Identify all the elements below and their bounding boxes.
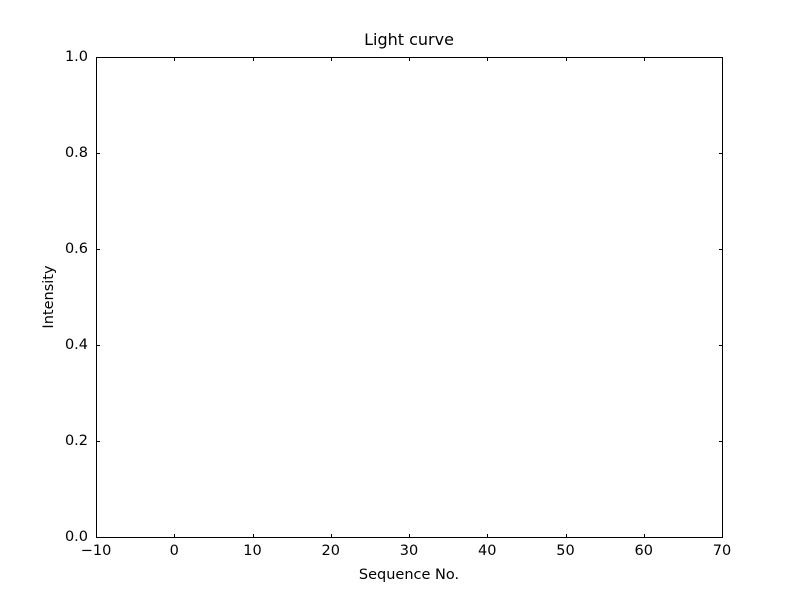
x-tick-mark-top bbox=[722, 57, 723, 61]
x-tick-label: 10 bbox=[243, 543, 262, 559]
chart-title: Light curve bbox=[0, 32, 800, 48]
x-tick-mark-bottom bbox=[487, 534, 489, 538]
y-tick-mark-right bbox=[719, 153, 723, 154]
y-tick-mark-right bbox=[719, 249, 723, 250]
y-tick-mark-left bbox=[96, 57, 100, 58]
y-axis-label: Intensity bbox=[40, 265, 57, 329]
y-tick-label: 0.4 bbox=[64, 336, 88, 353]
x-tick-label: 0 bbox=[169, 543, 179, 559]
x-tick-mark-bottom bbox=[722, 534, 723, 538]
y-tick-mark-left bbox=[96, 537, 100, 538]
x-axis-label-text: Sequence No. bbox=[358, 567, 460, 583]
y-tick-mark-left bbox=[96, 153, 100, 154]
y-tick-label: 0.0 bbox=[64, 528, 88, 545]
axis-spine-right bbox=[722, 57, 723, 538]
x-tick-label: 20 bbox=[321, 543, 340, 559]
plot-data-area bbox=[97, 58, 722, 537]
x-tick-label: 50 bbox=[556, 543, 575, 559]
x-tick-mark-top bbox=[330, 57, 332, 61]
x-tick-label: 40 bbox=[478, 543, 497, 559]
y-tick-label: 1.0 bbox=[64, 48, 88, 65]
y-tick-mark-right bbox=[719, 537, 723, 538]
plot-axes bbox=[96, 57, 723, 538]
x-tick-mark-bottom bbox=[330, 534, 332, 538]
x-tick-mark-bottom bbox=[565, 534, 567, 538]
x-axis-label: Sequence No. bbox=[0, 568, 800, 583]
y-axis-label-text: Intensity bbox=[40, 265, 57, 329]
y-tick-mark-left bbox=[96, 441, 100, 442]
y-tick-label: 0.8 bbox=[64, 144, 88, 161]
x-tick-label: −10 bbox=[80, 543, 112, 559]
x-tick-label: 70 bbox=[712, 543, 732, 559]
x-tick-mark-top bbox=[96, 57, 97, 61]
x-tick-mark-bottom bbox=[96, 534, 97, 538]
x-tick-mark-top bbox=[252, 57, 254, 61]
y-tick-label: 0.6 bbox=[64, 240, 88, 257]
x-tick-mark-bottom bbox=[174, 534, 176, 538]
x-tick-mark-top bbox=[565, 57, 567, 61]
x-tick-mark-bottom bbox=[252, 534, 254, 538]
x-tick-mark-bottom bbox=[409, 534, 410, 538]
x-tick-mark-bottom bbox=[643, 534, 645, 538]
y-tick-mark-right bbox=[719, 345, 723, 346]
x-tick-mark-top bbox=[409, 57, 410, 61]
axis-spine-left bbox=[96, 57, 97, 538]
x-tick-mark-top bbox=[643, 57, 645, 61]
y-tick-mark-right bbox=[719, 441, 723, 442]
x-tick-label: 60 bbox=[634, 543, 653, 559]
y-tick-label: 0.2 bbox=[64, 432, 88, 449]
y-tick-mark-right bbox=[719, 57, 723, 58]
chart-title-text: Light curve bbox=[364, 30, 454, 49]
y-tick-mark-left bbox=[96, 345, 100, 346]
y-tick-mark-left bbox=[96, 249, 100, 250]
x-tick-mark-top bbox=[174, 57, 176, 61]
x-tick-mark-top bbox=[487, 57, 489, 61]
x-tick-label: 30 bbox=[399, 543, 419, 559]
